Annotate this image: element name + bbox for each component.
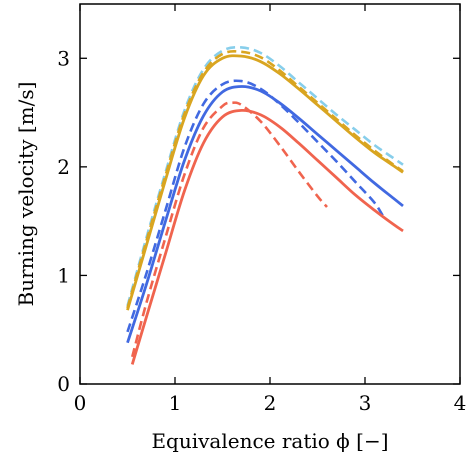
series-line-5 — [126, 85, 404, 344]
y-tick-label: 0 — [57, 372, 70, 396]
y-axis-label: Burning velocity [m/s] — [14, 82, 38, 307]
series-line-1 — [126, 45, 404, 307]
series-line-4 — [126, 79, 386, 333]
x-tick-label: 0 — [74, 391, 87, 415]
series-layer — [126, 45, 404, 365]
y-tick-label: 2 — [57, 155, 70, 179]
x-tick-label: 1 — [169, 391, 182, 415]
series-line-7 — [130, 108, 404, 365]
x-axis-label: Equivalence ratio ϕ [−] — [151, 429, 388, 453]
series-line-2 — [126, 50, 404, 309]
axes-layer — [79, 3, 461, 385]
x-tick-label: 3 — [359, 391, 372, 415]
ticks-layer: 0 1 2 3 4 0 1 2 3 — [57, 4, 466, 415]
y-tick-label: 3 — [57, 46, 70, 70]
plot-frame — [79, 3, 461, 385]
series-line-3 — [126, 54, 404, 311]
x-tick-label: 2 — [264, 391, 277, 415]
x-tick-label: 4 — [454, 391, 467, 415]
y-tick-label: 1 — [57, 263, 70, 287]
